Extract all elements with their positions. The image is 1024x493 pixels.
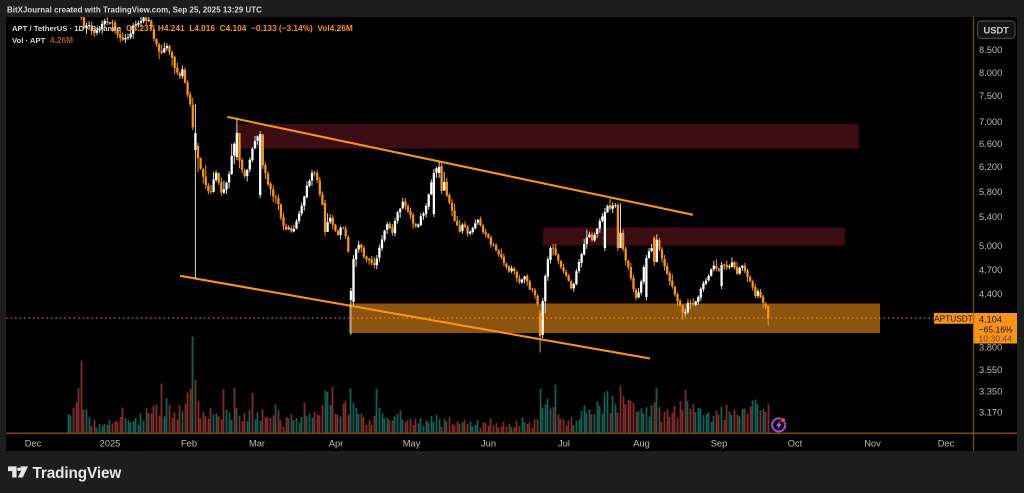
svg-text:May: May (403, 438, 421, 448)
svg-text:3.550: 3.550 (979, 365, 1002, 375)
svg-text:Jun: Jun (481, 438, 496, 448)
svg-text:6.200: 6.200 (979, 162, 1002, 172)
svg-text:3.800: 3.800 (979, 343, 1002, 353)
svg-text:4.104: 4.104 (979, 314, 1002, 324)
svg-text:10:30:44: 10:30:44 (979, 333, 1013, 343)
svg-text:Dec: Dec (25, 438, 42, 448)
svg-text:APT / TetherUS · 1D · Binance: APT / TetherUS · 1D · Binance (12, 24, 122, 33)
svg-text:APTUSDT: APTUSDT (934, 313, 973, 323)
svg-text:8.000: 8.000 (979, 68, 1002, 78)
svg-text:Nov: Nov (864, 438, 881, 448)
svg-text:5.000: 5.000 (979, 241, 1002, 251)
svg-text:2025: 2025 (100, 438, 121, 448)
svg-text:O4.237 H4.241 L4.016 C4.104: O4.237 H4.241 L4.016 C4.104 −0.133 (−3.1… (126, 23, 353, 33)
svg-text:TradingView: TradingView (33, 465, 122, 482)
svg-text:7.000: 7.000 (979, 117, 1002, 127)
svg-text:4.26M: 4.26M (50, 35, 73, 45)
svg-text:8.500: 8.500 (979, 45, 1002, 55)
svg-text:3.350: 3.350 (979, 387, 1002, 397)
svg-text:Oct: Oct (788, 438, 803, 448)
svg-text:Apr: Apr (329, 438, 343, 448)
svg-text:BitXJournal created with Tradi: BitXJournal created with TradingView.com… (7, 5, 262, 14)
svg-text:4.400: 4.400 (979, 289, 1002, 299)
svg-text:Feb: Feb (181, 438, 197, 448)
svg-text:Vol · APT: Vol · APT (12, 36, 46, 45)
svg-text:5.400: 5.400 (979, 212, 1002, 222)
svg-text:Sep: Sep (711, 438, 728, 448)
svg-text:7.500: 7.500 (979, 91, 1002, 101)
svg-text:Dec: Dec (938, 438, 955, 448)
svg-text:−65.16%: −65.16% (979, 324, 1014, 334)
svg-text:USDT: USDT (984, 26, 1010, 36)
svg-text:Mar: Mar (249, 438, 265, 448)
svg-text:4.700: 4.700 (979, 265, 1002, 275)
svg-text:6.600: 6.600 (979, 139, 1002, 149)
svg-text:Aug: Aug (633, 438, 650, 448)
svg-text:5.800: 5.800 (979, 187, 1002, 197)
svg-text:Jul: Jul (558, 438, 570, 448)
svg-text:3.170: 3.170 (979, 408, 1002, 418)
